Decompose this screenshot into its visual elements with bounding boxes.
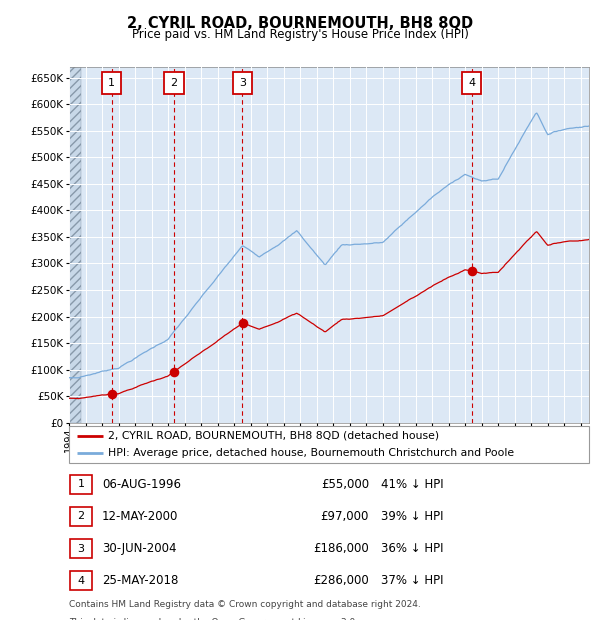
Text: 06-AUG-1996: 06-AUG-1996: [102, 478, 181, 490]
Text: 30-JUN-2004: 30-JUN-2004: [102, 542, 176, 555]
Text: £97,000: £97,000: [320, 510, 369, 523]
Text: 37% ↓ HPI: 37% ↓ HPI: [381, 575, 443, 587]
FancyBboxPatch shape: [462, 72, 481, 94]
Text: Price paid vs. HM Land Registry's House Price Index (HPI): Price paid vs. HM Land Registry's House …: [131, 28, 469, 41]
Text: £286,000: £286,000: [313, 575, 369, 587]
Text: 2, CYRIL ROAD, BOURNEMOUTH, BH8 8QD: 2, CYRIL ROAD, BOURNEMOUTH, BH8 8QD: [127, 16, 473, 31]
FancyBboxPatch shape: [164, 72, 184, 94]
Text: £55,000: £55,000: [321, 478, 369, 490]
Text: 3: 3: [239, 78, 246, 88]
Bar: [69, 67, 80, 423]
Text: HPI: Average price, detached house, Bournemouth Christchurch and Poole: HPI: Average price, detached house, Bour…: [108, 448, 514, 458]
Text: 4: 4: [77, 576, 85, 586]
Text: Contains HM Land Registry data © Crown copyright and database right 2024.: Contains HM Land Registry data © Crown c…: [69, 600, 421, 609]
Point: [107, 389, 116, 399]
Text: 12-MAY-2000: 12-MAY-2000: [102, 510, 178, 523]
Text: 3: 3: [77, 544, 85, 554]
Text: 25-MAY-2018: 25-MAY-2018: [102, 575, 178, 587]
Text: 41% ↓ HPI: 41% ↓ HPI: [381, 478, 443, 490]
Text: 2: 2: [170, 78, 178, 88]
Point: [169, 366, 179, 376]
FancyBboxPatch shape: [102, 72, 121, 94]
Text: 2, CYRIL ROAD, BOURNEMOUTH, BH8 8QD (detached house): 2, CYRIL ROAD, BOURNEMOUTH, BH8 8QD (det…: [108, 431, 439, 441]
Text: 4: 4: [468, 78, 475, 88]
Text: 1: 1: [108, 78, 115, 88]
Text: 2: 2: [77, 512, 85, 521]
FancyBboxPatch shape: [233, 72, 252, 94]
Text: 1: 1: [77, 479, 85, 489]
Text: £186,000: £186,000: [313, 542, 369, 555]
Point: [238, 319, 248, 329]
Text: 39% ↓ HPI: 39% ↓ HPI: [381, 510, 443, 523]
Text: 36% ↓ HPI: 36% ↓ HPI: [381, 542, 443, 555]
Text: This data is licensed under the Open Government Licence v3.0.: This data is licensed under the Open Gov…: [69, 618, 358, 620]
Point: [467, 266, 477, 276]
